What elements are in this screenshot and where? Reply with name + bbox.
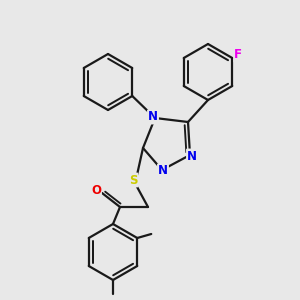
Text: N: N (158, 164, 168, 178)
Text: F: F (234, 49, 242, 62)
Text: S: S (129, 173, 137, 187)
Text: N: N (187, 149, 197, 163)
Text: N: N (148, 110, 158, 124)
Text: O: O (91, 184, 101, 196)
